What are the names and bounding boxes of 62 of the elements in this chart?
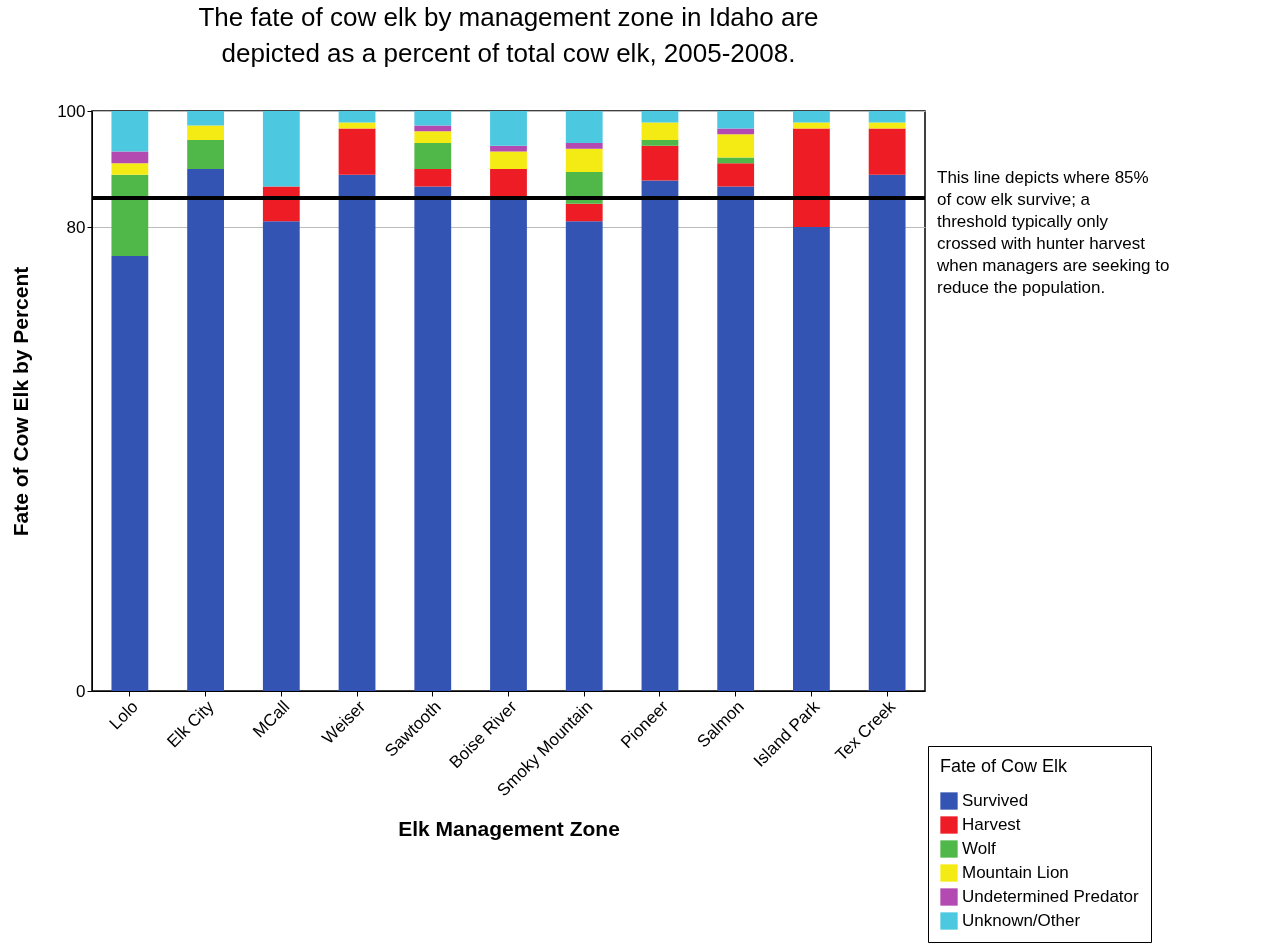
bar (262, 111, 300, 187)
bar (111, 174, 149, 256)
bar (111, 256, 149, 691)
bar (414, 131, 452, 143)
bar (641, 180, 679, 691)
y-tick-label: 80 (66, 217, 86, 237)
bar (338, 128, 376, 175)
x-tick-label: Elk City (163, 696, 218, 752)
legend-label: Wolf (962, 839, 996, 858)
bar (111, 151, 149, 164)
bar (565, 148, 603, 172)
bar (187, 125, 224, 140)
bar (641, 140, 679, 146)
bar (868, 174, 906, 691)
legend-label: Mountain Lion (962, 863, 1069, 882)
bar (187, 111, 224, 126)
bar (414, 142, 452, 169)
bar (717, 111, 755, 129)
legend-label: Harvest (962, 815, 1021, 834)
x-axis-title: Elk Management Zone (398, 817, 620, 841)
bar (868, 128, 906, 175)
bar (565, 142, 603, 149)
bar (793, 128, 830, 227)
bar (490, 111, 527, 146)
bar (717, 163, 755, 187)
bar (111, 111, 149, 152)
bar (490, 145, 527, 152)
bar (414, 111, 452, 126)
bar (717, 157, 755, 164)
legend-label: Undetermined Predator (962, 887, 1140, 906)
x-tick-label: Lolo (105, 697, 142, 734)
legend-label: Unknown/Other (962, 911, 1081, 930)
bar (868, 111, 906, 123)
bar (414, 186, 452, 691)
bar (717, 128, 755, 135)
bar (111, 163, 149, 175)
ref-line-label: This line depicts where 85% of cow elk survive; a threshold typically only crossed with hunter harvest when managers are seeking to reduce the population. (936, 168, 1170, 297)
bar (262, 221, 300, 691)
bar (641, 122, 679, 140)
bar (641, 111, 679, 123)
bar (565, 111, 603, 143)
bar (641, 145, 679, 181)
bar (187, 140, 224, 169)
bar (490, 169, 527, 198)
legend-label: Survived (962, 791, 1029, 810)
bar (490, 151, 527, 169)
y-tick-label: 100 (57, 101, 86, 121)
bar (338, 174, 376, 691)
bar (717, 134, 755, 158)
legend-title: Fate of Cow Elk (940, 756, 1069, 776)
y-axis-title: Fate of Cow Elk by Percent (9, 266, 33, 537)
y-tick-label: 0 (76, 681, 86, 701)
bar (490, 198, 527, 691)
bar (717, 186, 755, 691)
bar (565, 221, 603, 691)
bar (793, 111, 830, 123)
bar (414, 169, 452, 187)
bar (187, 169, 224, 691)
bar (565, 203, 603, 222)
bar (338, 111, 376, 123)
chart-title: The fate of cow elk by management zone in Idaho are depicted as a percent of total cow elk, 2005-2008. (198, 2, 819, 68)
bar (793, 227, 830, 691)
